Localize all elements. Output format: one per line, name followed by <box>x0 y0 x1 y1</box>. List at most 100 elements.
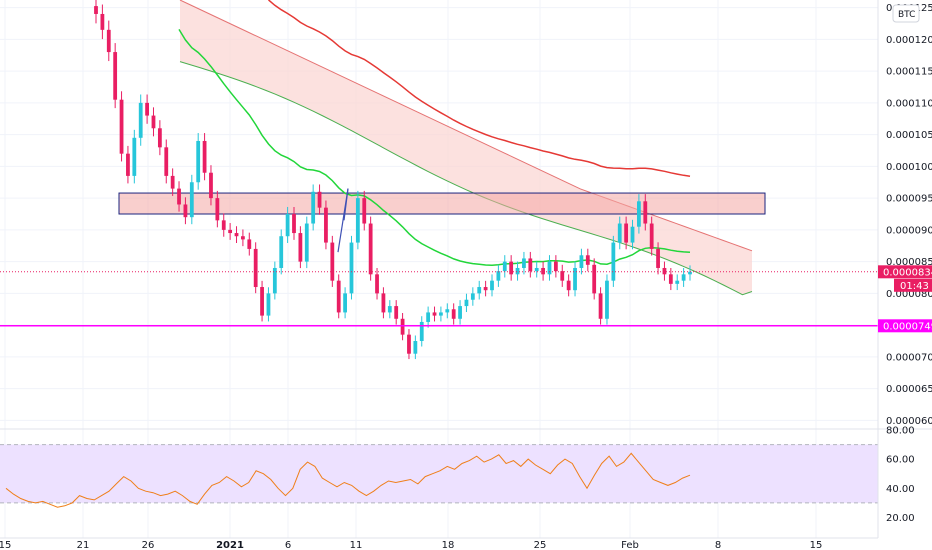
price-badges: 0.0000834 01:43 0.0000749 <box>878 265 932 333</box>
currency-button-frame[interactable] <box>892 4 920 23</box>
candle-body <box>464 299 469 307</box>
candle-body <box>228 229 233 234</box>
rsi-band <box>0 444 878 504</box>
horizontal-lines[interactable] <box>0 271 878 327</box>
rsi-band-fill <box>0 444 878 503</box>
candle-body <box>560 271 565 281</box>
candle-body <box>221 220 226 230</box>
candle-body <box>106 29 111 53</box>
rsi-axis: 80.00 60.00 40.00 20.00 <box>886 426 915 524</box>
candle-body <box>349 242 354 294</box>
candle-body <box>490 280 494 291</box>
candle-body <box>292 214 296 234</box>
last-price-value: 0.0000834 <box>883 267 932 278</box>
candle-body <box>94 6 98 14</box>
candle-body <box>324 207 328 243</box>
candle-body <box>304 223 309 262</box>
candle-body <box>298 233 303 262</box>
time-tick-label: 26 <box>142 540 155 550</box>
candle-body <box>400 318 405 335</box>
candle-body <box>630 226 635 243</box>
candle-body <box>432 312 437 316</box>
resistance-zone-box[interactable] <box>118 192 766 215</box>
time-tick-label: 8 <box>715 540 721 550</box>
rsi-series <box>5 452 691 508</box>
candle-body <box>681 274 686 281</box>
candle-body <box>522 258 526 268</box>
candle-body <box>126 153 130 176</box>
candle-body <box>605 280 609 319</box>
candle-body <box>241 236 245 240</box>
support-price-value: 0.0000749 <box>883 321 932 332</box>
candle-body <box>643 201 648 224</box>
candle-body <box>113 52 118 100</box>
candle-body <box>534 267 539 272</box>
candle-body <box>387 306 392 313</box>
candle-body <box>157 128 162 148</box>
cloud-fill <box>180 0 752 295</box>
time-tick-label: 21 <box>77 540 90 550</box>
candle-body <box>100 13 105 30</box>
candle-body <box>496 271 501 281</box>
candle-body <box>394 306 399 319</box>
time-tick-label: 15 <box>810 540 823 550</box>
rsi-tick-label: 80.00 <box>886 426 915 437</box>
candle-body <box>355 198 360 243</box>
candle-body <box>502 261 507 272</box>
candle-body <box>668 274 673 284</box>
candle-body <box>445 309 450 313</box>
ichimoku-cloud <box>179 0 753 296</box>
rsi-tick-label: 40.00 <box>886 484 915 495</box>
candle-body <box>170 175 175 189</box>
candle-body <box>573 267 577 291</box>
candle-body <box>477 287 482 294</box>
candle-body <box>272 267 277 294</box>
candle-body <box>189 182 194 218</box>
candle-body <box>509 261 514 275</box>
candle-body <box>419 321 424 342</box>
rsi-tick-label: 20.00 <box>886 513 915 524</box>
candle-body <box>336 280 341 313</box>
candle-body <box>637 201 641 227</box>
candle-body <box>649 223 654 249</box>
candle-body <box>266 293 271 316</box>
countdown-badge <box>894 278 932 292</box>
candle-body <box>617 223 622 243</box>
candle-body <box>202 140 207 173</box>
candle-body <box>368 223 373 275</box>
candle-body <box>439 312 443 316</box>
candle-body <box>541 267 545 275</box>
candle-body <box>407 334 411 354</box>
candle-body <box>656 248 660 268</box>
candle-body <box>330 242 335 281</box>
candle-body <box>458 306 462 319</box>
candle-body <box>196 140 201 183</box>
candle-body <box>451 309 456 319</box>
trend-drawing[interactable] <box>337 188 349 253</box>
candle-body <box>547 261 552 275</box>
candle-body <box>132 137 137 176</box>
candle-body <box>675 280 680 284</box>
candle-body <box>598 293 603 319</box>
time-axis[interactable]: 15 21 26 2021 6 11 18 25 Feb 8 15 <box>0 537 878 550</box>
price-tick-label: 0.0000600 <box>886 416 932 427</box>
support-price-badge <box>878 319 932 333</box>
candle-body <box>138 102 143 138</box>
rsi-line <box>5 452 691 508</box>
last-price-badge <box>878 265 932 279</box>
currency-button[interactable]: BTC <box>892 4 920 23</box>
trend-line-b[interactable] <box>343 188 349 221</box>
resistance-zone[interactable] <box>118 192 766 215</box>
time-tick-label: 18 <box>442 540 455 550</box>
candle-body <box>585 255 590 265</box>
candle-body <box>662 267 667 275</box>
candlestick-series <box>94 0 692 360</box>
